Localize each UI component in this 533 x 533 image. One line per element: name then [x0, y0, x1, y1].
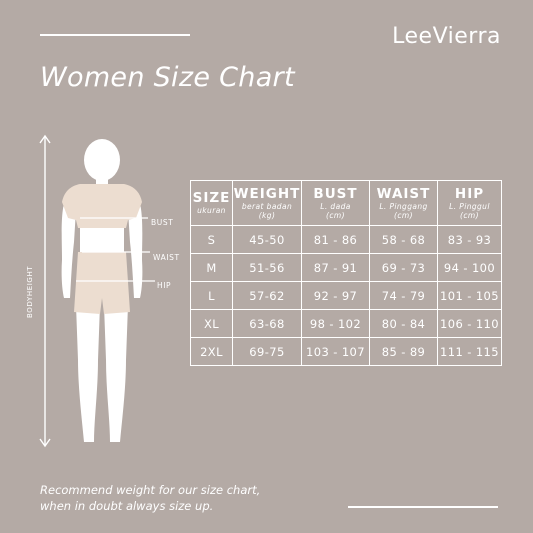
header-hip: HIP L. Pinggul (cm) — [437, 180, 502, 226]
page-title: Women Size Chart — [40, 62, 295, 93]
header-size: SIZE ukuran — [190, 180, 233, 226]
hip-cell: 94 - 100 — [437, 253, 502, 282]
header-size-title: SIZE — [192, 190, 231, 206]
header-weight: WEIGHT berat badan (kg) — [232, 180, 302, 226]
body-figure-illustration — [39, 134, 155, 448]
brand-logo: LeeVierra — [392, 24, 501, 49]
bust-cell: 92 - 97 — [301, 281, 370, 310]
header-weight-sub: berat badan — [241, 201, 293, 211]
table-row: M 51-56 87 - 91 69 - 73 94 - 100 — [190, 253, 502, 282]
bust-cell: 98 - 102 — [301, 309, 370, 338]
header-waist-title: WAIST — [376, 185, 431, 202]
header-bust-title: BUST — [313, 185, 358, 202]
header-waist-sub: L. Pinggang — [379, 201, 428, 211]
head-shape — [84, 139, 120, 181]
hip-cell: 106 - 110 — [437, 309, 502, 338]
waist-cell: 69 - 73 — [369, 253, 438, 282]
hip-cell: 83 - 93 — [437, 225, 502, 254]
bodyheight-label: BODYHEIGHT — [26, 265, 34, 318]
weight-cell: 57-62 — [232, 281, 302, 310]
weight-cell: 51-56 — [232, 253, 302, 282]
hip-cell: 111 - 115 — [437, 337, 502, 366]
table-row: XL 63-68 98 - 102 80 - 84 106 - 110 — [190, 309, 502, 338]
bust-label: BUST — [151, 218, 174, 227]
bust-cell: 87 - 91 — [301, 253, 370, 282]
height-arrow-icon — [39, 134, 51, 448]
waist-cell: 74 - 79 — [369, 281, 438, 310]
table-header-row: SIZE ukuran WEIGHT berat badan (kg) BUST… — [190, 180, 502, 226]
size-cell: S — [190, 225, 233, 254]
size-cell: XL — [190, 309, 233, 338]
waist-label: WAIST — [153, 253, 180, 262]
header-bust-sub: L. dada — [320, 201, 351, 211]
size-note: Recommend weight for our size chart, whe… — [40, 482, 260, 514]
size-note-line-2: when in doubt always size up. — [40, 499, 214, 513]
hip-cell: 101 - 105 — [437, 281, 502, 310]
header-bust: BUST L. dada (cm) — [301, 180, 370, 226]
weight-cell: 63-68 — [232, 309, 302, 338]
body-figure — [20, 130, 190, 460]
header-hip-unit: (cm) — [460, 210, 479, 220]
top-divider — [40, 34, 190, 36]
waist-cell: 80 - 84 — [369, 309, 438, 338]
top-garment-shape — [62, 184, 142, 228]
header-waist-unit: (cm) — [394, 210, 413, 220]
size-note-line-1: Recommend weight for our size chart, — [40, 483, 261, 497]
size-cell: 2XL — [190, 337, 233, 366]
left-arm-shape — [61, 198, 76, 298]
shorts-shape — [74, 252, 130, 314]
right-arm-shape — [128, 198, 143, 298]
hip-label: HIP — [157, 281, 172, 290]
header-weight-unit: (kg) — [258, 210, 276, 220]
size-cell: M — [190, 253, 233, 282]
table-row: 2XL 69-75 103 - 107 85 - 89 111 - 115 — [190, 337, 502, 366]
header-waist: WAIST L. Pinggang (cm) — [369, 180, 438, 226]
waist-cell: 58 - 68 — [369, 225, 438, 254]
table-row: L 57-62 92 - 97 74 - 79 101 - 105 — [190, 281, 502, 310]
bust-cell: 103 - 107 — [301, 337, 370, 366]
weight-cell: 45-50 — [232, 225, 302, 254]
table-row: S 45-50 81 - 86 58 - 68 83 - 93 — [190, 225, 502, 254]
waist-cell: 85 - 89 — [369, 337, 438, 366]
header-hip-title: HIP — [454, 185, 485, 202]
header-hip-sub: L. Pinggul — [449, 201, 490, 211]
legs-shape — [76, 305, 128, 442]
bust-cell: 81 - 86 — [301, 225, 370, 254]
header-size-sub: ukuran — [197, 206, 226, 215]
header-bust-unit: (cm) — [326, 210, 345, 220]
size-table: SIZE ukuran WEIGHT berat badan (kg) BUST… — [190, 180, 502, 366]
header-weight-title: WEIGHT — [233, 185, 301, 202]
size-cell: L — [190, 281, 233, 310]
weight-cell: 69-75 — [232, 337, 302, 366]
bottom-divider — [348, 506, 498, 508]
